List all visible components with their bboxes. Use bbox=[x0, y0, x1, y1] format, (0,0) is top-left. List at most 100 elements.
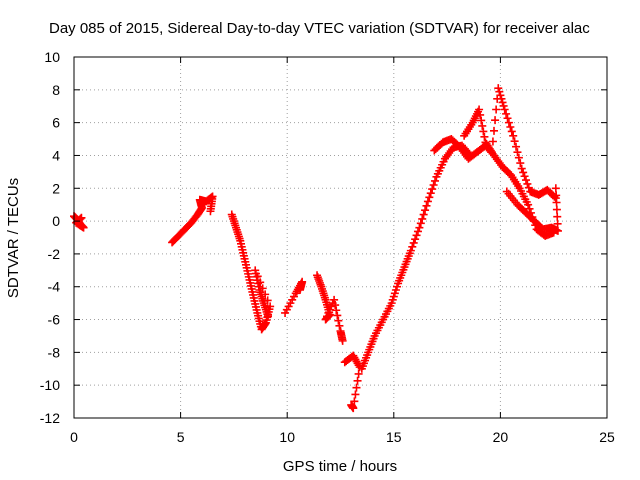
series-arc-4 bbox=[281, 277, 307, 317]
y-tick-label: -6 bbox=[48, 312, 61, 328]
y-tick-label: -8 bbox=[48, 344, 61, 360]
series-arc-10 bbox=[502, 184, 562, 235]
data-point bbox=[506, 123, 515, 132]
data-point bbox=[523, 179, 532, 188]
data-point bbox=[425, 193, 434, 202]
data-point bbox=[477, 116, 486, 125]
data-point bbox=[429, 180, 438, 189]
data-point bbox=[411, 235, 420, 244]
data-point bbox=[476, 110, 485, 119]
data-point bbox=[488, 137, 497, 146]
data-point bbox=[513, 148, 522, 157]
data-point bbox=[552, 198, 561, 207]
data-point bbox=[421, 206, 430, 215]
data-point bbox=[409, 238, 418, 247]
data-point bbox=[428, 185, 437, 194]
data-point bbox=[266, 302, 275, 311]
data-point bbox=[525, 204, 534, 213]
x-tick-label: 25 bbox=[599, 429, 615, 445]
data-point bbox=[77, 213, 86, 222]
data-point bbox=[492, 105, 501, 114]
y-tick-label: -10 bbox=[40, 377, 60, 393]
data-point bbox=[475, 105, 484, 114]
data-point bbox=[553, 219, 562, 228]
data-point bbox=[264, 312, 273, 321]
data-point bbox=[512, 142, 521, 151]
tick-marks bbox=[73, 56, 608, 419]
y-tick-label: 6 bbox=[52, 115, 60, 131]
data-point bbox=[353, 376, 362, 385]
grid bbox=[74, 57, 607, 418]
data-point bbox=[422, 201, 431, 210]
y-tick-label: 10 bbox=[44, 49, 60, 65]
data-point bbox=[497, 94, 506, 103]
data-point bbox=[498, 98, 507, 107]
data-point bbox=[335, 321, 344, 330]
data-point bbox=[552, 191, 561, 200]
data-point bbox=[495, 87, 504, 96]
data-point bbox=[524, 200, 533, 209]
data-point bbox=[486, 146, 495, 155]
data-point bbox=[551, 184, 560, 193]
data-point bbox=[330, 295, 339, 304]
data-point bbox=[524, 183, 533, 192]
data-point bbox=[331, 301, 340, 310]
data-point bbox=[295, 286, 304, 295]
data-point bbox=[347, 400, 356, 409]
x-tick-label: 10 bbox=[279, 429, 295, 445]
data-point bbox=[332, 306, 341, 315]
series-arc-5 bbox=[313, 271, 347, 345]
y-tick-label: 4 bbox=[52, 147, 60, 163]
series-arc-2 bbox=[168, 192, 217, 247]
data-point bbox=[338, 336, 347, 345]
y-tick-label: 0 bbox=[52, 213, 60, 229]
data-point bbox=[431, 176, 440, 185]
data-point bbox=[510, 137, 519, 146]
x-tick-labels: 0 5 10 15 20 25 bbox=[70, 429, 615, 445]
data-point bbox=[521, 176, 530, 185]
data-point bbox=[75, 215, 84, 224]
y-tick-label: -2 bbox=[48, 246, 61, 262]
plot-border bbox=[73, 56, 608, 419]
data-point bbox=[503, 114, 512, 123]
x-axis-label: GPS time / hours bbox=[283, 458, 397, 475]
data-point bbox=[480, 132, 489, 141]
data-point bbox=[415, 223, 424, 232]
data-point bbox=[406, 246, 415, 255]
data-point bbox=[490, 126, 499, 135]
y-tick-label: -4 bbox=[48, 279, 61, 295]
data-point bbox=[408, 242, 417, 251]
y-tick-labels: -12 -10 -8 -6 -4 -2 0 2 4 6 8 10 bbox=[40, 49, 60, 426]
data-point bbox=[496, 91, 505, 100]
x-tick-label: 15 bbox=[386, 429, 402, 445]
data-point bbox=[418, 214, 427, 223]
data-point bbox=[351, 390, 360, 399]
data-point bbox=[412, 231, 421, 240]
data-point bbox=[423, 197, 432, 206]
data-point bbox=[334, 316, 343, 325]
data-point bbox=[553, 226, 562, 235]
x-tick-label: 0 bbox=[70, 429, 78, 445]
data-point bbox=[491, 116, 500, 125]
data-point bbox=[419, 210, 428, 219]
data-point bbox=[550, 192, 559, 201]
data-point bbox=[352, 383, 361, 392]
data-point bbox=[519, 168, 528, 177]
data-point bbox=[507, 127, 516, 136]
data-point bbox=[206, 207, 215, 216]
y-tick-label: 2 bbox=[52, 180, 60, 196]
series-arc-1 bbox=[70, 212, 88, 232]
data-point bbox=[553, 212, 562, 221]
data-point bbox=[416, 219, 425, 228]
data-point bbox=[413, 227, 422, 236]
data-point bbox=[552, 205, 561, 214]
series-arc-9 bbox=[460, 84, 560, 203]
chart-title: Day 085 of 2015, Sidereal Day-to-day VTE… bbox=[49, 20, 590, 37]
data-point bbox=[479, 127, 488, 136]
data-point bbox=[509, 131, 518, 140]
data-point bbox=[502, 109, 511, 118]
data-point bbox=[354, 369, 363, 378]
data-point bbox=[520, 172, 529, 181]
series-arc-3 bbox=[227, 210, 275, 334]
